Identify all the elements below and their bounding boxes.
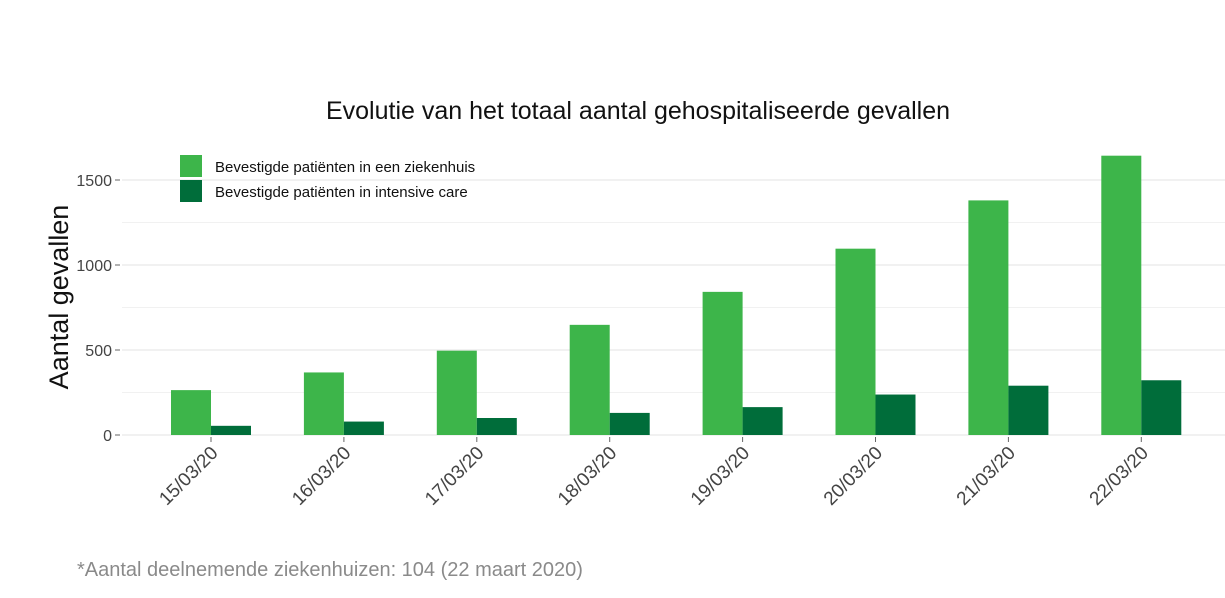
bar-intensive-care: [875, 394, 916, 435]
bars: [171, 155, 1182, 435]
bar-intensive-care: [476, 418, 517, 435]
chart-title: Evolutie van het totaal aantal gehospita…: [326, 97, 950, 125]
legend-label: Bevestigde patiënten in een ziekenhuis: [215, 159, 475, 176]
y-axis-ticks: 0 500 1000 1500: [76, 173, 120, 445]
bar-intensive-care: [609, 412, 650, 435]
x-tick-label: 21/03/20: [953, 443, 1020, 510]
x-tick-label: 16/03/20: [288, 443, 355, 510]
x-tick-label: 18/03/20: [554, 443, 621, 510]
y-tick-label: 0: [103, 428, 112, 445]
bar-ziekenhuis: [702, 291, 743, 435]
y-tick-label: 500: [85, 343, 112, 360]
bar-intensive-care: [1008, 385, 1049, 435]
legend-label: Bevestigde patiënten in intensive care: [215, 184, 468, 201]
bar-ziekenhuis: [569, 324, 610, 435]
bar-ziekenhuis: [171, 390, 211, 435]
bar-ziekenhuis: [835, 248, 876, 435]
bar-ziekenhuis: [968, 200, 1009, 435]
bar-intensive-care: [742, 407, 783, 435]
bar-intensive-care: [211, 425, 251, 435]
y-axis-label: Aantal gevallen: [44, 205, 74, 390]
bar-intensive-care: [343, 421, 384, 435]
gridlines: [122, 179, 1225, 436]
bar-ziekenhuis: [303, 372, 344, 435]
x-tick-label: 22/03/20: [1086, 443, 1153, 510]
legend-swatch: [180, 180, 202, 202]
legend-swatch: [180, 155, 202, 177]
footnote: *Aantal deelnemende ziekenhuizen: 104 (2…: [77, 559, 583, 581]
x-tick-label: 19/03/20: [687, 443, 754, 510]
x-tick-label: 17/03/20: [421, 443, 488, 510]
bar-ziekenhuis: [1101, 155, 1142, 435]
y-tick-label: 1000: [76, 258, 112, 275]
x-tick-label: 15/03/20: [155, 443, 222, 510]
bar-intensive-care: [1141, 380, 1182, 435]
y-tick-label: 1500: [76, 173, 112, 190]
bar-ziekenhuis: [436, 350, 477, 435]
legend: Bevestigde patiënten in een ziekenhuis Be…: [180, 155, 475, 202]
x-tick-label: 20/03/20: [820, 443, 887, 510]
x-axis-ticks: 15/03/20 16/03/20 17/03/20 18/03/20 19/03/20…: [155, 437, 1153, 510]
